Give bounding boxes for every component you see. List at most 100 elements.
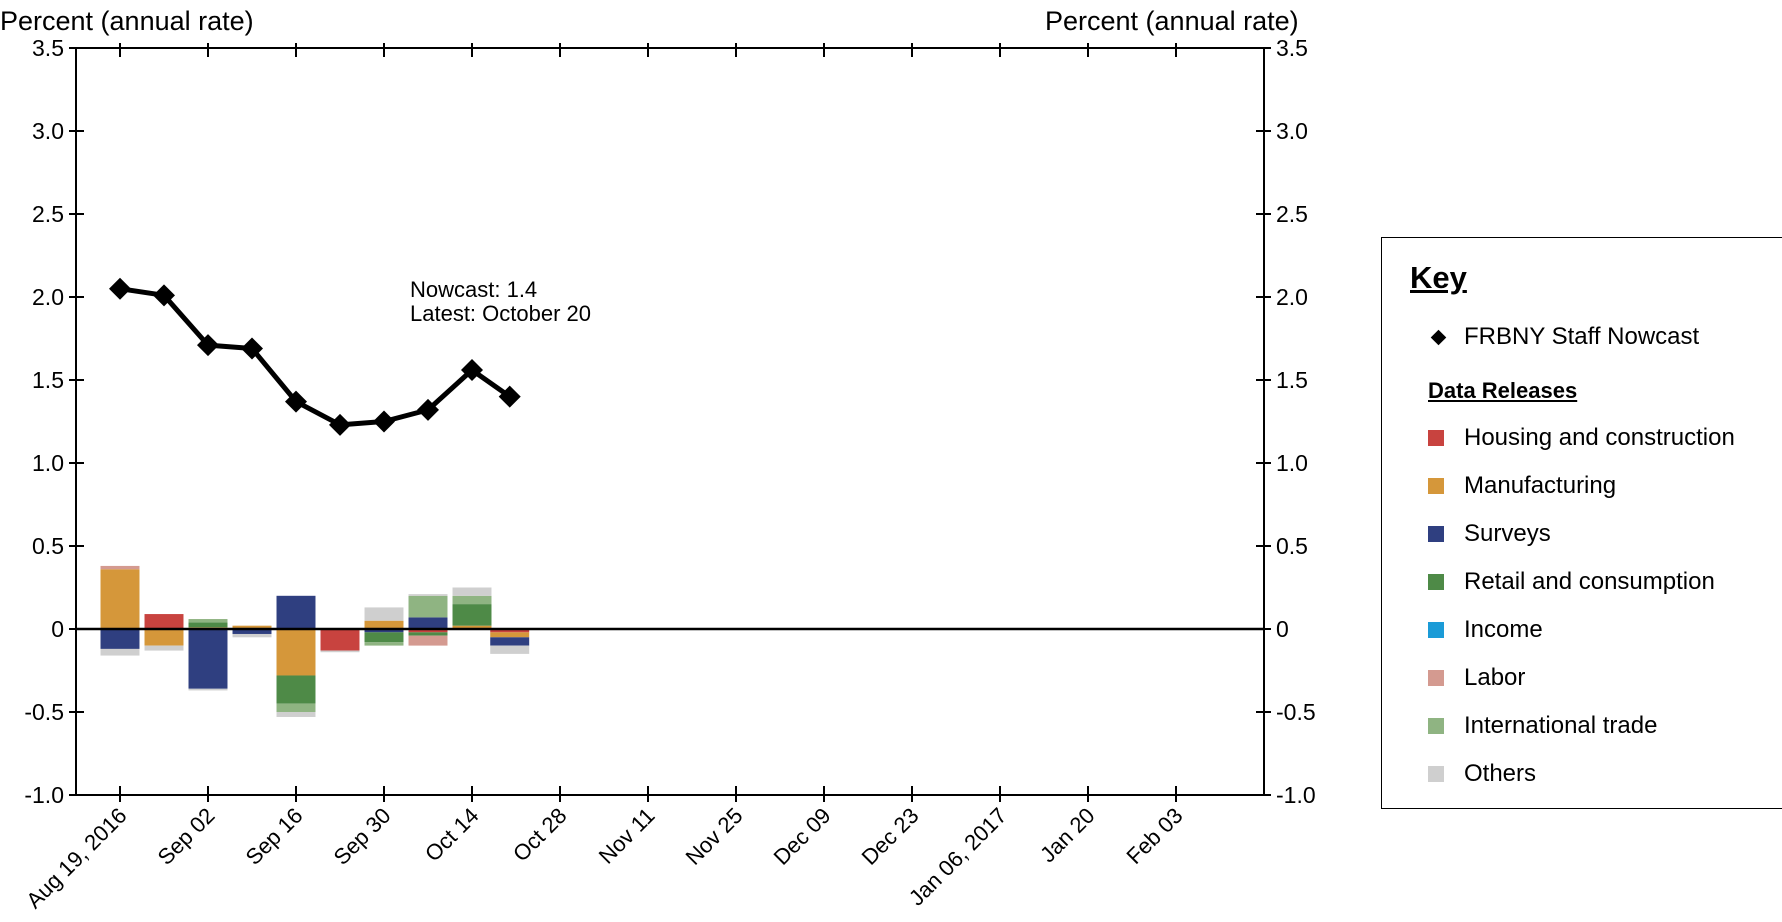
bar-segment — [232, 629, 272, 634]
legend: Key FRBNY Staff Nowcast Data Releases Ho… — [1381, 237, 1782, 809]
bar-segment — [490, 629, 530, 633]
y-tick-label-left: 0 — [51, 616, 64, 642]
y-tick-label-right: 0 — [1276, 616, 1289, 642]
bar-segment — [100, 648, 140, 656]
nowcast-point — [285, 390, 307, 413]
legend-label: Manufacturing — [1464, 472, 1617, 499]
bar-segment — [364, 632, 404, 643]
bar-segment — [452, 587, 492, 596]
legend-item: Others — [1428, 760, 1536, 788]
x-tick-label: Sep 16 — [241, 803, 308, 870]
y-tick-label-left: -0.5 — [24, 699, 64, 725]
legend-swatch — [1428, 574, 1444, 590]
y-tick-label-right: 2.5 — [1276, 201, 1308, 227]
x-tick-label: Sep 30 — [329, 803, 396, 870]
bar-segment — [276, 675, 316, 704]
bar-segment — [100, 569, 140, 629]
nowcast-value-annotation: Nowcast: 1.4 — [410, 277, 538, 302]
bar-segment — [232, 633, 272, 638]
legend-item: Retail and consumption — [1428, 568, 1715, 596]
y-tick-label-right: -1.0 — [1276, 782, 1316, 808]
legend-label: International trade — [1464, 712, 1658, 739]
bar-segment — [408, 594, 448, 596]
y-tick-label-right: -0.5 — [1276, 699, 1316, 725]
bar-segment — [364, 642, 404, 646]
y-tick-label-left: 3.0 — [32, 118, 64, 144]
x-tick-label: Oct 28 — [508, 803, 572, 867]
bar-segment — [452, 595, 492, 605]
bar-segment — [276, 629, 316, 676]
legend-swatch — [1428, 526, 1444, 542]
bar-segment — [144, 645, 184, 651]
nowcast-point — [109, 277, 131, 300]
y-tick-label-left: 1.5 — [32, 367, 64, 393]
bar-segment — [276, 703, 316, 712]
nowcast-point — [241, 337, 263, 360]
diamond-icon — [1430, 329, 1447, 345]
bar-segment — [276, 595, 316, 629]
bar-segment — [408, 629, 448, 633]
legend-label: FRBNY Staff Nowcast — [1464, 323, 1700, 350]
legend-item: Income — [1428, 616, 1543, 644]
legend-swatch — [1428, 718, 1444, 734]
bar-segment — [408, 595, 448, 618]
y-tick-label-left: 0.5 — [32, 533, 64, 559]
bar-segment — [232, 625, 272, 629]
nowcast-point — [417, 398, 439, 421]
y-tick-label-right: 3.5 — [1276, 35, 1308, 61]
legend-label: Others — [1464, 760, 1537, 787]
legend-label: Retail and consumption — [1464, 568, 1715, 595]
legend-label: Surveys — [1464, 520, 1551, 547]
latest-date-annotation: Latest: October 20 — [410, 301, 591, 326]
x-tick-label: Jan 20 — [1035, 803, 1099, 867]
bar-segment — [320, 629, 360, 651]
x-tick-label: Nov 25 — [681, 803, 748, 870]
legend-item: Housing and construction — [1428, 424, 1735, 452]
legend-swatch — [1428, 430, 1444, 446]
bar-segment — [490, 632, 530, 638]
bars-layer — [100, 565, 530, 717]
x-tick-label: Feb 03 — [1121, 803, 1187, 869]
legend-item: International trade — [1428, 712, 1657, 740]
legend-item: Manufacturing — [1428, 472, 1616, 500]
legend-item: Labor — [1428, 664, 1525, 692]
legend-item-nowcast: FRBNY Staff Nowcast — [1428, 323, 1699, 351]
legend-label: Housing and construction — [1464, 424, 1735, 451]
legend-title: Key — [1410, 260, 1467, 295]
x-tick-label: Aug 19, 2016 — [21, 803, 131, 913]
y-tick-label-right: 2.0 — [1276, 284, 1308, 310]
nowcast-point — [373, 410, 395, 433]
legend-item: Surveys — [1428, 520, 1551, 548]
bar-segment — [490, 637, 530, 646]
right-axis-title: Percent (annual rate) — [1045, 6, 1299, 36]
x-tick-label: Dec 09 — [769, 803, 836, 870]
bar-segment — [320, 650, 360, 653]
y-tick-label-left: 1.0 — [32, 450, 64, 476]
bar-segment — [490, 645, 530, 654]
y-tick-label-left: 2.0 — [32, 284, 64, 310]
bar-segment — [408, 635, 448, 646]
legend-swatch — [1428, 622, 1444, 638]
bar-segment — [276, 712, 316, 717]
y-tick-label-right: 1.5 — [1276, 367, 1308, 393]
bar-segment — [408, 632, 448, 636]
legend-swatch — [1428, 478, 1444, 494]
bar-segment — [144, 629, 184, 646]
bar-segment — [452, 604, 492, 626]
x-tick-label: Oct 14 — [420, 803, 484, 867]
y-tick-label-left: -1.0 — [24, 782, 64, 808]
bar-segment — [364, 607, 404, 621]
y-tick-label-left: 3.5 — [32, 35, 64, 61]
x-tick-label: Nov 11 — [594, 803, 660, 869]
bar-segment — [100, 565, 140, 570]
bar-segment — [364, 620, 404, 629]
bar-segment — [188, 629, 228, 689]
x-tick-label: Dec 23 — [857, 803, 924, 870]
legend-subtitle: Data Releases — [1428, 378, 1578, 403]
bar-segment — [188, 688, 228, 691]
nowcast-point — [197, 334, 219, 357]
nowcast-point — [461, 359, 483, 382]
legend-label: Labor — [1464, 664, 1526, 691]
axes-layer: -1.0 -1.0 -0.5 -0.5 0 0 0.5 0.5 1.0 1.0 1.5 1.5 2.0 2… — [21, 35, 1315, 913]
bar-segment — [408, 617, 448, 629]
